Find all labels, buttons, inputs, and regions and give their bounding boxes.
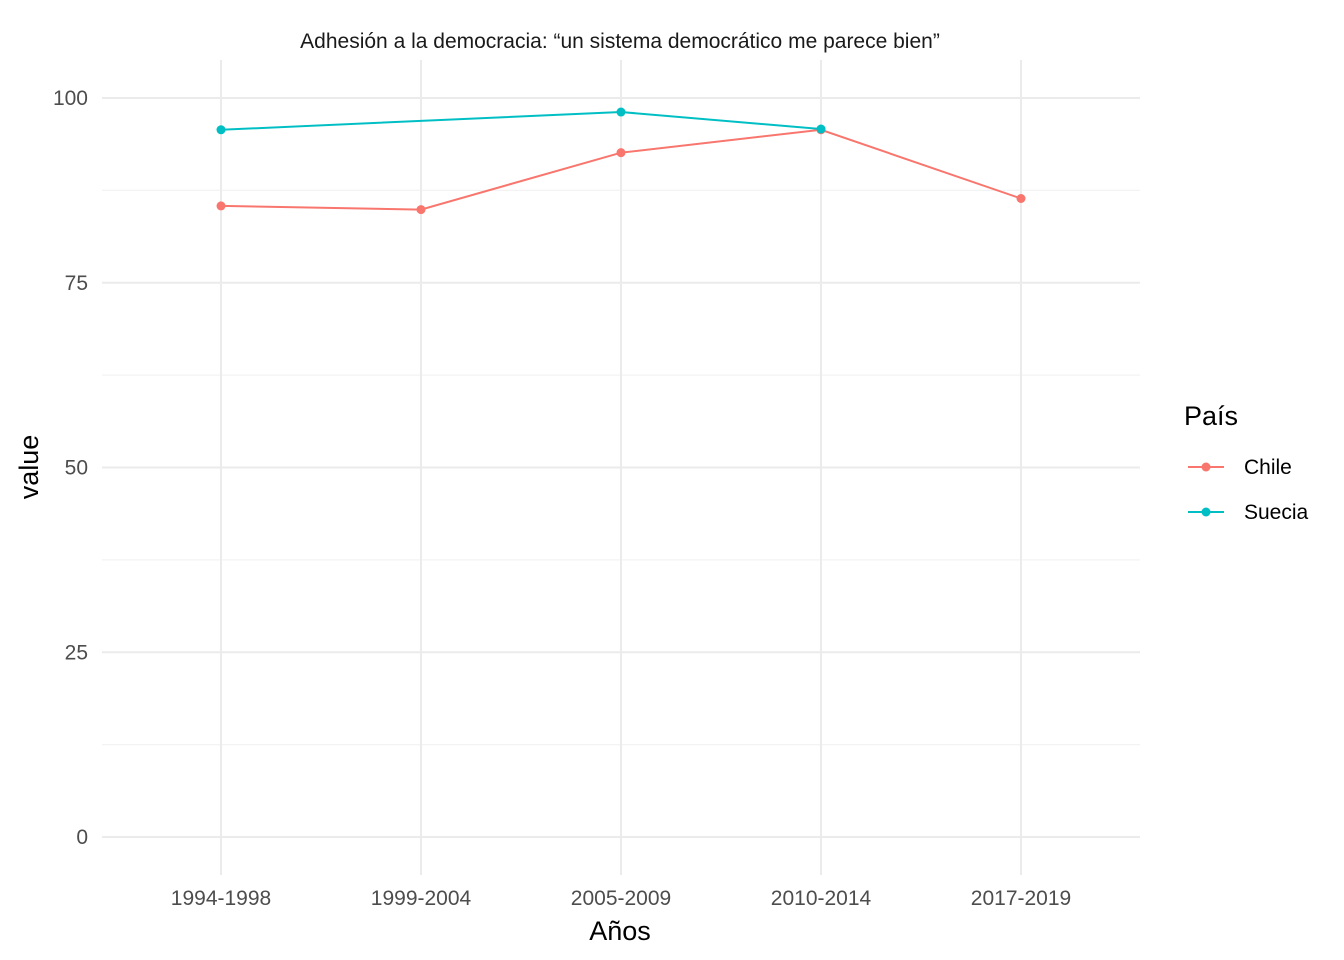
y-tick-label: 0 <box>76 826 88 849</box>
x-tick-label: 2017-2019 <box>971 887 1071 910</box>
data-point <box>216 201 226 211</box>
series-layer <box>216 107 1026 215</box>
legend-key-point <box>1201 507 1211 517</box>
data-point <box>416 205 426 215</box>
legend-label: Chile <box>1244 456 1292 479</box>
series-suecia <box>216 107 826 135</box>
x-axis-title: Años <box>589 916 651 946</box>
y-tick-labels: 0 25 50 75 100 <box>53 87 88 849</box>
chart-title: Adhesión a la democracia: “un sistema de… <box>300 30 940 53</box>
x-tick-label: 2010-2014 <box>771 887 872 910</box>
grid <box>102 60 1140 875</box>
legend-label: Suecia <box>1244 501 1309 524</box>
legend-items: Chile Suecia <box>1188 456 1309 524</box>
x-tick-label: 1994-1998 <box>171 887 271 910</box>
series-line <box>220 111 822 131</box>
y-tick-label: 25 <box>65 641 88 664</box>
y-axis-title: value <box>14 435 44 500</box>
data-point <box>1016 194 1026 204</box>
x-tick-label: 2005-2009 <box>571 887 671 910</box>
x-tick-labels: 1994-1998 1999-2004 2005-2009 2010-2014 2017… <box>171 887 1071 910</box>
y-tick-label: 50 <box>65 457 88 480</box>
data-point <box>216 125 226 135</box>
data-point <box>616 148 626 158</box>
legend-key-point <box>1201 462 1211 472</box>
legend-title: País <box>1184 401 1238 431</box>
legend-item-chile: Chile <box>1188 456 1292 479</box>
y-tick-label: 100 <box>53 87 88 110</box>
legend-item-suecia: Suecia <box>1188 501 1309 524</box>
legend: País Chile Suecia <box>1184 401 1309 524</box>
y-tick-label: 75 <box>65 272 88 295</box>
x-tick-label: 1999-2004 <box>371 887 472 910</box>
data-point <box>816 124 826 134</box>
data-point <box>616 107 626 117</box>
